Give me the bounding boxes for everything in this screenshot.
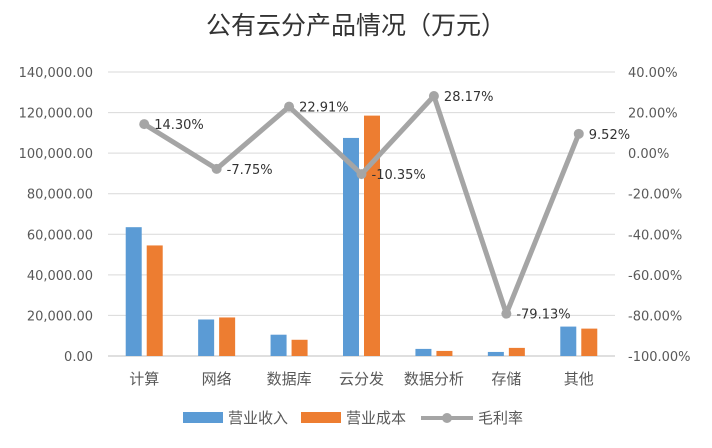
right-axis-tick: -40.00% [628, 228, 682, 243]
left-axis-tick: 140,000.00 [19, 66, 93, 81]
line-series [139, 90, 584, 319]
margin-point [211, 163, 222, 174]
legend-label-cost: 营业成本 [346, 409, 406, 427]
margin-point [284, 101, 295, 112]
margin-data-label: -10.35% [372, 168, 426, 183]
left-axis-tick: 120,000.00 [19, 107, 93, 122]
bar-cost [508, 347, 525, 356]
margin-point [573, 128, 584, 139]
right-axis-tick: 20.00% [628, 107, 678, 122]
left-axis-tick: 80,000.00 [27, 188, 93, 203]
legend: 营业收入 营业成本 毛利率 [183, 409, 523, 427]
category-label: 其他 [564, 370, 594, 388]
legend-marker-margin [442, 413, 452, 423]
left-axis-tick: 100,000.00 [19, 147, 93, 162]
bar-revenue [198, 319, 215, 356]
bars [125, 115, 598, 356]
category-label: 存储 [491, 370, 521, 388]
right-axis-tick: 40.00% [628, 66, 678, 81]
right-axis-tick: -60.00% [628, 269, 682, 284]
data-labels: 14.30% -7.75% 22.91% -10.35% 28.17% -79.13% 9.… [154, 90, 630, 323]
margin-data-label: -7.75% [227, 163, 273, 178]
legend-swatch-revenue [183, 412, 223, 423]
right-axis-tick: -80.00% [628, 309, 682, 324]
left-axis-tick: 60,000.00 [27, 228, 93, 243]
bar-revenue [487, 351, 504, 356]
left-axis-tick: 40,000.00 [27, 269, 93, 284]
right-axis-tick: 0.00% [628, 147, 669, 162]
bar-cost [581, 328, 598, 356]
left-axis-tick: 0.00 [64, 350, 93, 365]
category-label: 网络 [202, 370, 232, 388]
bar-revenue [415, 348, 432, 356]
right-axis-tick: -20.00% [628, 188, 682, 203]
bar-cost [219, 317, 236, 356]
bar-cost [291, 339, 308, 356]
bar-cost [364, 115, 380, 356]
category-label: 云分发 [339, 370, 384, 388]
margin-data-label: 22.91% [299, 101, 349, 116]
margin-data-label: -79.13% [516, 308, 570, 323]
bar-revenue [125, 227, 142, 356]
bar-cost [436, 350, 453, 356]
category-label: 数据分析 [404, 370, 464, 388]
category-label: 数据库 [267, 370, 312, 388]
bar-revenue [270, 334, 287, 356]
legend-label-margin: 毛利率 [478, 409, 523, 427]
left-axis-tick: 20,000.00 [27, 309, 93, 324]
legend-label-revenue: 营业收入 [228, 409, 288, 427]
margin-point [428, 90, 439, 101]
margin-data-label: 14.30% [154, 118, 204, 133]
margin-line [142, 93, 582, 317]
category-label: 计算 [129, 370, 159, 388]
bar-revenue [343, 137, 359, 356]
chart-title: 公有云分产品情况（万元） [206, 11, 506, 40]
right-axis-tick: -100.00% [628, 350, 691, 365]
margin-data-label: 9.52% [589, 128, 630, 143]
legend-swatch-cost [301, 412, 341, 423]
bar-cost [146, 245, 163, 356]
margin-data-label: 28.17% [444, 90, 494, 105]
margin-point [356, 169, 367, 180]
bar-revenue [560, 326, 577, 356]
margin-point [139, 119, 150, 130]
axes: 0.00 -100.00% 20,000.00 -80.00% 40,000.00 -60… [19, 66, 691, 388]
margin-point [501, 308, 512, 319]
